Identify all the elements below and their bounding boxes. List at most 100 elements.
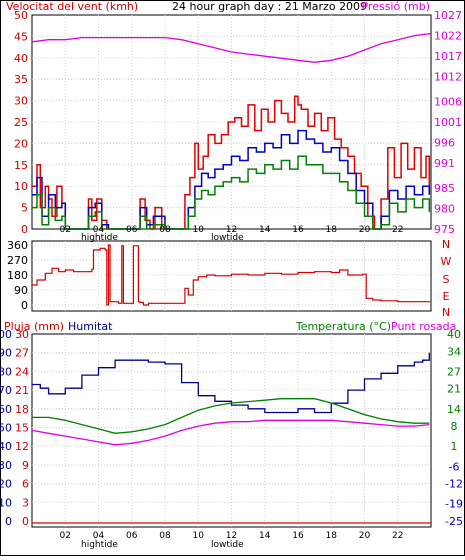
pressure-y-tick-label: 996 (434, 137, 455, 150)
rain-axis-title: Pluja (mm) (4, 320, 64, 333)
humidity-tick-label: 20 (0, 478, 12, 491)
humidity-tick-label: 100 (0, 328, 12, 341)
temperature-tick-label: -6 (449, 460, 460, 473)
pressure-y-tick-label: 991 (434, 157, 455, 170)
wind-x-tick-label: 14 (259, 225, 271, 235)
compass-label-n-bottom: N (442, 306, 450, 319)
climate-x-tick-label: 12 (226, 531, 237, 541)
wind-y-tick-label: 20 (14, 137, 28, 150)
wind-average-line (32, 155, 431, 230)
temperature-tick-label: 1 (451, 440, 458, 453)
direction-panel-series (32, 244, 430, 306)
dewpoint-line (31, 419, 430, 446)
wind-x-tick-label: 22 (392, 225, 403, 235)
wind-x-tick-label: 04 (93, 225, 105, 235)
wind-x-tick-label: 20 (359, 225, 371, 235)
wind-panel-ticks: 0 5 10 15 20 25 30 35 40 45 50 975 980 985 991 996 1001 1… (14, 9, 462, 236)
wind-x-tick-label: 16 (292, 225, 304, 235)
climate-x-tick-label: 04 (93, 531, 105, 541)
climate-x-tick-label: 20 (359, 531, 371, 541)
direction-y-tick-label: 180 (7, 269, 28, 282)
climate-x-tick-label: 08 (159, 531, 171, 541)
lowtide-label-bottom: lowtide (211, 540, 244, 550)
direction-panel-grid (32, 241, 431, 311)
temperature-axis-title: Temperatura (°C) (295, 320, 391, 333)
rain-tick-label: 30 (15, 328, 29, 341)
pressure-axis-title: Pressió (mb) (361, 0, 430, 13)
wind-panel-grid (32, 15, 431, 229)
temperature-tick-label: 40 (447, 328, 461, 341)
wind-x-tick-label: 18 (326, 225, 338, 235)
humidity-tick-label: 10 (0, 496, 12, 509)
wind-x-tick-label: 12 (226, 225, 237, 235)
temperature-tick-label: -12 (445, 478, 463, 491)
climate-panel-grid (32, 334, 431, 527)
hightide-label-bottom: hightide (81, 540, 118, 550)
humidity-tick-label: 60 (0, 403, 12, 416)
direction-y-tick-label: 270 (7, 254, 28, 267)
humidity-axis-title: Humitat (68, 320, 113, 333)
climate-x-tick-label: 06 (126, 531, 138, 541)
climate-x-tick-label: 10 (193, 531, 205, 541)
rain-tick-label: 27 (15, 347, 29, 360)
compass-label-w: W (441, 255, 452, 268)
temperature-tick-label: 34 (447, 345, 461, 358)
pressure-y-tick-label: 1001 (434, 116, 462, 129)
wind-axis-title: Velocitat del vent (kmh) (6, 0, 138, 13)
climate-x-tick-label: 16 (292, 531, 304, 541)
compass-label-n-top: N (442, 238, 450, 251)
rain-tick-label: 12 (15, 440, 29, 453)
wind-x-tick-label: 10 (193, 225, 205, 235)
temperature-tick-label: -25 (445, 515, 463, 528)
wind-y-tick-label: 15 (14, 159, 28, 172)
wind-y-tick-label: 0 (21, 223, 28, 236)
rain-tick-label: 0 (22, 515, 29, 528)
pressure-line (31, 32, 432, 63)
pressure-y-tick-label: 1022 (434, 30, 462, 43)
humidity-tick-label: 80 (0, 365, 12, 378)
direction-panel-ticks: 0 90 180 270 360 (7, 239, 28, 312)
temperature-tick-label: 8 (451, 420, 458, 433)
compass-label-s: S (443, 273, 450, 286)
wind-x-tick-label: 08 (159, 225, 171, 235)
pressure-y-tick-label: 1012 (434, 71, 462, 84)
direction-y-tick-label: 90 (14, 284, 28, 297)
pressure-y-tick-label: 985 (434, 182, 455, 195)
wind-x-tick-label: 02 (60, 225, 71, 235)
wind-y-tick-label: 45 (14, 30, 28, 43)
compass-labels: N W S E N (441, 238, 452, 319)
lowtide-label-top: lowtide (211, 233, 244, 243)
wind-y-tick-label: 50 (14, 9, 28, 22)
humidity-tick-label: 40 (0, 440, 12, 453)
pressure-y-tick-label: 1006 (434, 95, 462, 108)
climate-x-tick-label: 18 (326, 531, 338, 541)
pressure-y-tick-label: 1027 (434, 9, 462, 22)
rain-tick-label: 18 (15, 403, 29, 416)
dewpoint-axis-title: Punt rosada (391, 320, 456, 333)
wind-gust-line (32, 95, 431, 230)
temperature-tick-label: 27 (447, 365, 461, 378)
wind-panel-series (31, 32, 432, 230)
humidity-tick-label: 0 (5, 515, 12, 528)
hightide-label-top: hightide (81, 233, 118, 243)
wind-y-tick-label: 35 (14, 73, 28, 86)
rain-tick-label: 15 (15, 422, 29, 435)
climate-x-tick-label: 02 (60, 531, 71, 541)
rain-tick-label: 21 (15, 384, 29, 397)
chart-title: 24 hour graph day : 21 Marzo 2009 (172, 0, 367, 13)
rain-tick-label: 3 (22, 496, 29, 509)
wind-y-tick-label: 25 (14, 116, 28, 129)
wind-x-tick-label: 06 (126, 225, 138, 235)
temperature-tick-label: -19 (445, 498, 463, 511)
temperature-tick-label: 14 (447, 403, 461, 416)
wind-y-tick-label: 40 (14, 52, 28, 65)
direction-y-tick-label: 360 (7, 239, 28, 252)
humidity-tick-label: 30 (0, 459, 12, 472)
temperature-tick-label: 21 (447, 383, 461, 396)
climate-x-tick-label: 14 (259, 531, 271, 541)
humidity-line (32, 352, 430, 414)
pressure-y-tick-label: 1017 (434, 50, 462, 63)
